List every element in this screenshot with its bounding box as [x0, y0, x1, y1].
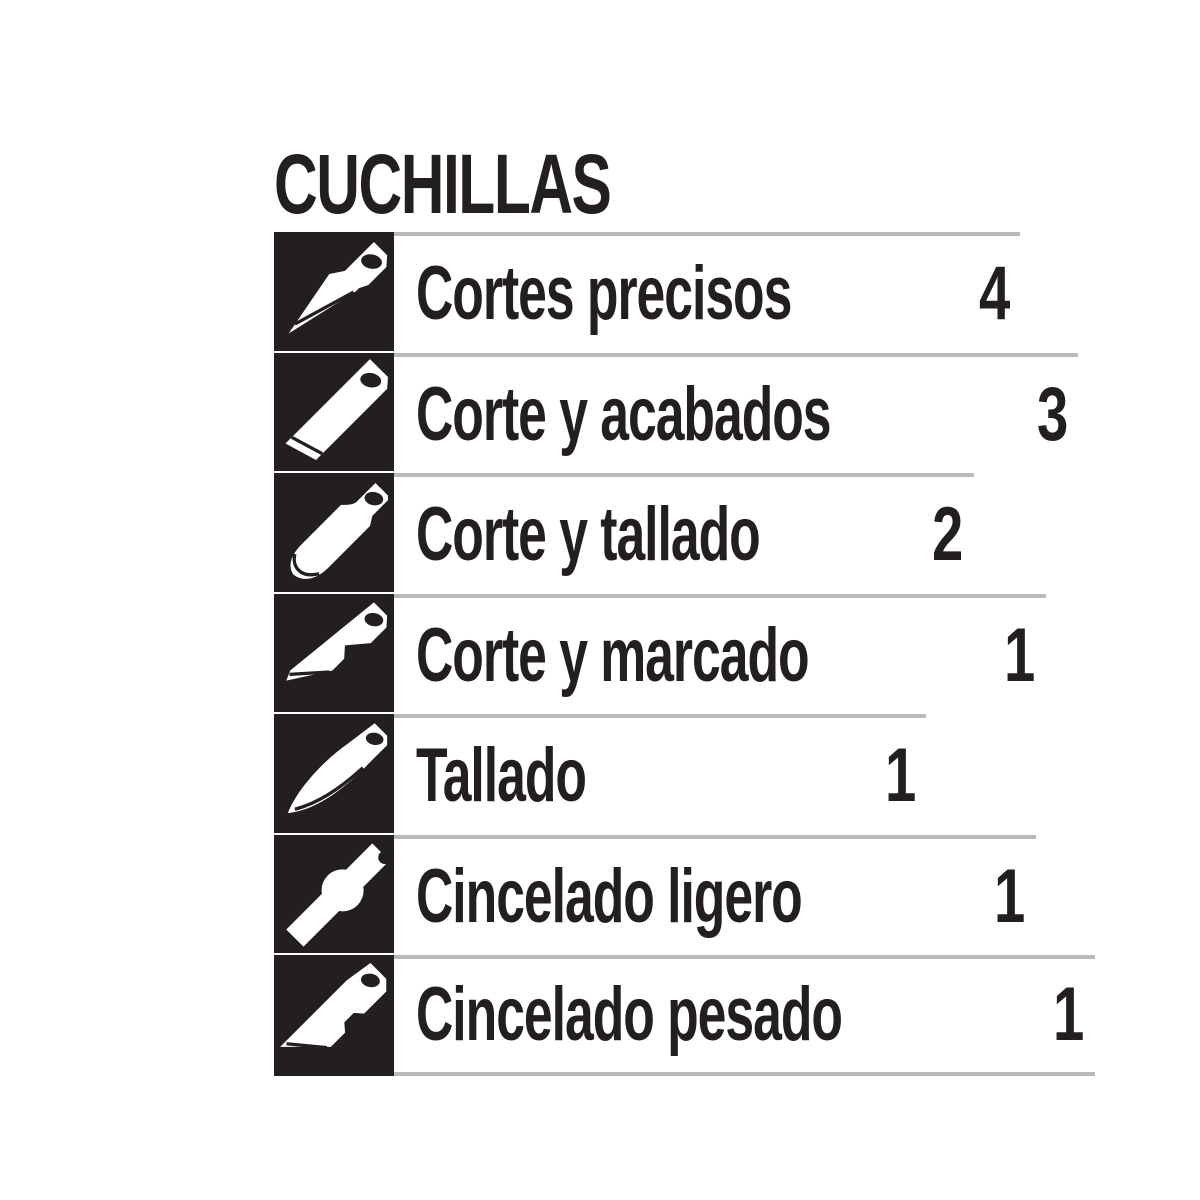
row-label: Corte y marcado — [416, 612, 810, 698]
light-chisel-blade-icon — [274, 834, 394, 955]
row-count: 1 — [994, 853, 1026, 939]
row-count: 1 — [1053, 972, 1085, 1058]
row-count: 3 — [1036, 371, 1068, 457]
cut-finishing-blade-icon — [274, 352, 394, 473]
row-count: 1 — [1004, 612, 1036, 698]
row-label: Cincelado pesado — [416, 972, 843, 1058]
carving-blade-icon — [274, 714, 394, 835]
cut-scoring-blade-icon — [274, 593, 394, 714]
row-text-cell: Tallado 1 — [394, 714, 926, 835]
table-row: Corte y acabados 3 — [274, 352, 1078, 473]
row-text-cell: Corte y marcado 1 — [394, 593, 1046, 714]
row-label: Corte y acabados — [416, 371, 832, 457]
heavy-chisel-blade-icon — [274, 955, 394, 1076]
table-row: Tallado 1 — [274, 714, 926, 835]
row-count: 4 — [978, 251, 1011, 337]
precision-cut-blade-icon — [274, 232, 394, 353]
row-text-cell: Cincelado pesado 1 — [394, 955, 1095, 1076]
row-count: 2 — [932, 492, 964, 578]
row-count: 1 — [884, 733, 916, 819]
row-label: Cortes precisos — [416, 251, 792, 337]
table-row: Corte y tallado 2 — [274, 473, 974, 594]
row-label: Tallado — [416, 733, 587, 819]
table-row: Cincelado ligero 1 — [274, 834, 1036, 955]
cut-carving-blade-icon — [274, 473, 394, 594]
row-text-cell: Corte y tallado 2 — [394, 473, 974, 594]
row-text-cell: Corte y acabados 3 — [394, 352, 1078, 473]
row-text-cell: Cortes precisos 4 — [394, 232, 1021, 353]
row-text-cell: Cincelado ligero 1 — [394, 834, 1036, 955]
table-row: Cortes precisos 4 — [274, 232, 1021, 353]
table-row: Corte y marcado 1 — [274, 593, 1046, 714]
table-row: Cincelado pesado 1 — [274, 955, 1095, 1076]
row-label: Cincelado ligero — [416, 853, 803, 939]
page-title: CUCHILLAS — [274, 137, 612, 231]
row-label: Corte y tallado — [416, 492, 761, 578]
blades-table: Cortes precisos 4 Corte y acabados 3 Cor… — [274, 232, 1095, 1076]
